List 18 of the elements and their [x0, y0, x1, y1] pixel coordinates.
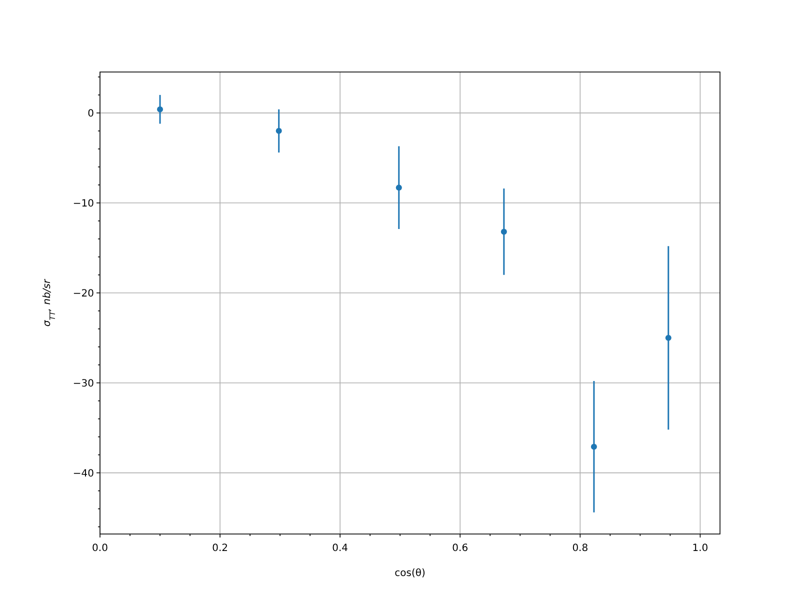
- point: [590, 444, 597, 450]
- x-tick-label: 0.2: [212, 543, 228, 554]
- point: [276, 128, 282, 134]
- x-tick-label: 0.0: [92, 543, 108, 554]
- x-tick-label: 1.0: [692, 543, 708, 554]
- x-tick-label: 0.4: [332, 543, 348, 554]
- point: [500, 228, 507, 235]
- x-tick-label: 0.8: [572, 543, 588, 554]
- point: [396, 184, 402, 191]
- y-tick-label: −10: [72, 198, 94, 210]
- y-tick-label: 0: [88, 108, 94, 120]
- x-axis-title: cos(θ): [394, 568, 426, 579]
- y-tick-label: −30: [72, 378, 94, 390]
- y-tick-label: −40: [72, 468, 94, 480]
- y-tick-label: −20: [72, 288, 94, 300]
- point: [665, 334, 672, 341]
- x-tick-label: 0.6: [452, 543, 468, 554]
- point: [157, 106, 164, 112]
